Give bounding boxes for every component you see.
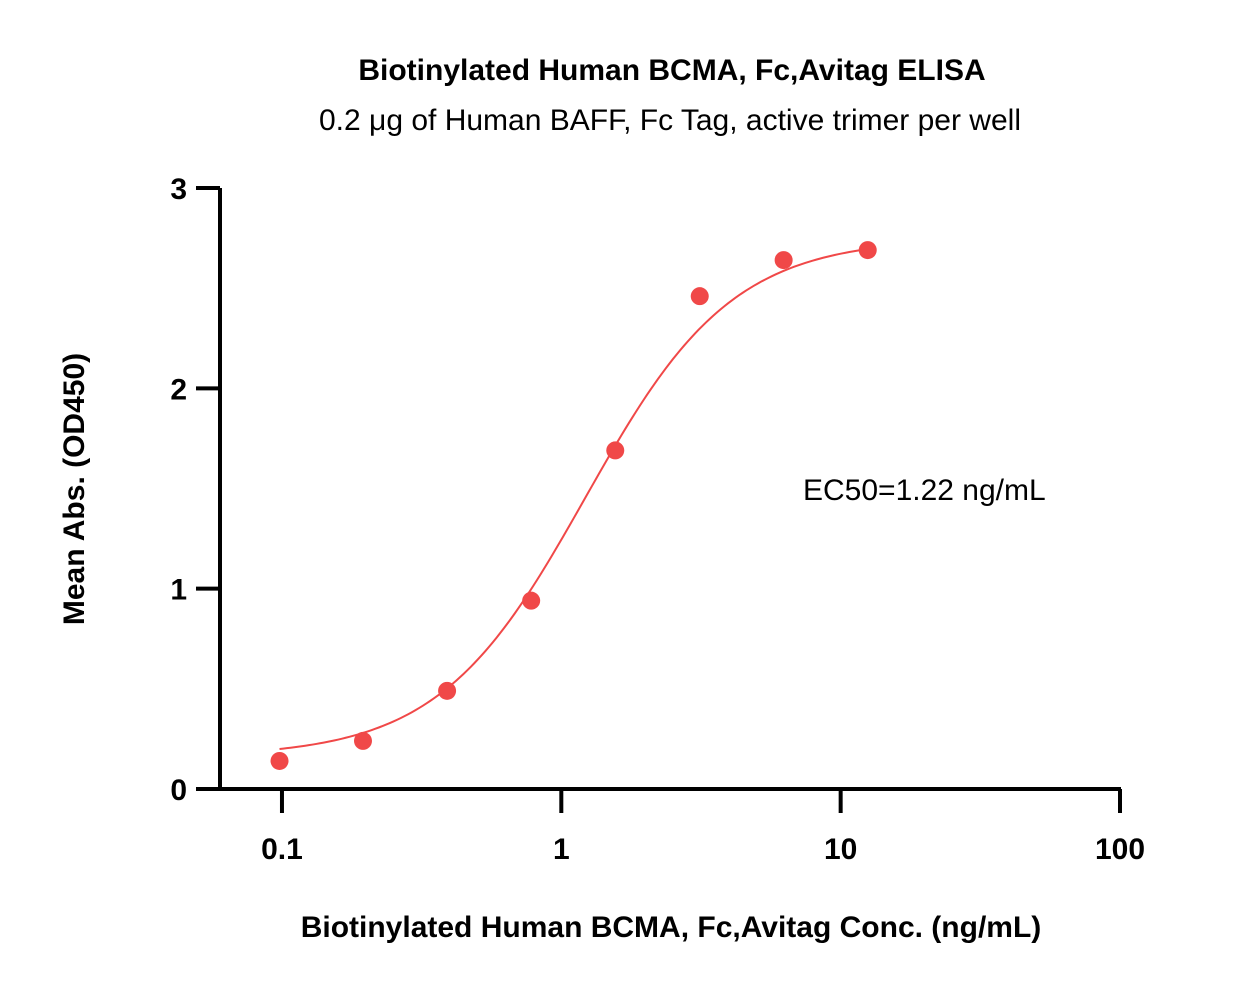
data-point <box>690 287 709 306</box>
data-point <box>858 241 877 260</box>
fit-curve-layer <box>279 248 868 750</box>
y-tick-label: 0 <box>170 774 187 807</box>
x-tick-label: 10 <box>824 833 857 866</box>
ec50-annotation: EC50=1.22 ng/mL <box>803 474 1046 507</box>
x-tick-label: 100 <box>1095 833 1145 866</box>
data-point <box>270 751 289 770</box>
fit-curve <box>279 248 868 750</box>
x-tick-label: 0.1 <box>261 833 303 866</box>
data-point <box>774 251 793 270</box>
chart-title: Biotinylated Human BCMA, Fc,Avitag ELISA <box>358 54 985 87</box>
y-tick-label: 1 <box>170 574 187 607</box>
chart-subtitle: 0.2 μg of Human BAFF, Fc Tag, active tri… <box>319 104 1021 137</box>
axes <box>218 188 1121 791</box>
x-ticks: 0.1 1 10 100 <box>261 789 1145 866</box>
y-tick-label: 3 <box>170 173 187 206</box>
data-point <box>606 441 625 460</box>
y-tick-label: 2 <box>170 373 187 406</box>
y-axis-label: Mean Abs. (OD450) <box>58 353 91 625</box>
x-axis-label: Biotinylated Human BCMA, Fc,Avitag Conc.… <box>301 911 1042 944</box>
y-ticks: 0 1 2 3 <box>170 173 220 807</box>
data-point <box>438 681 457 700</box>
data-point <box>522 591 541 610</box>
data-points-layer <box>270 241 877 770</box>
x-tick-label: 1 <box>553 833 570 866</box>
data-point <box>353 731 372 750</box>
